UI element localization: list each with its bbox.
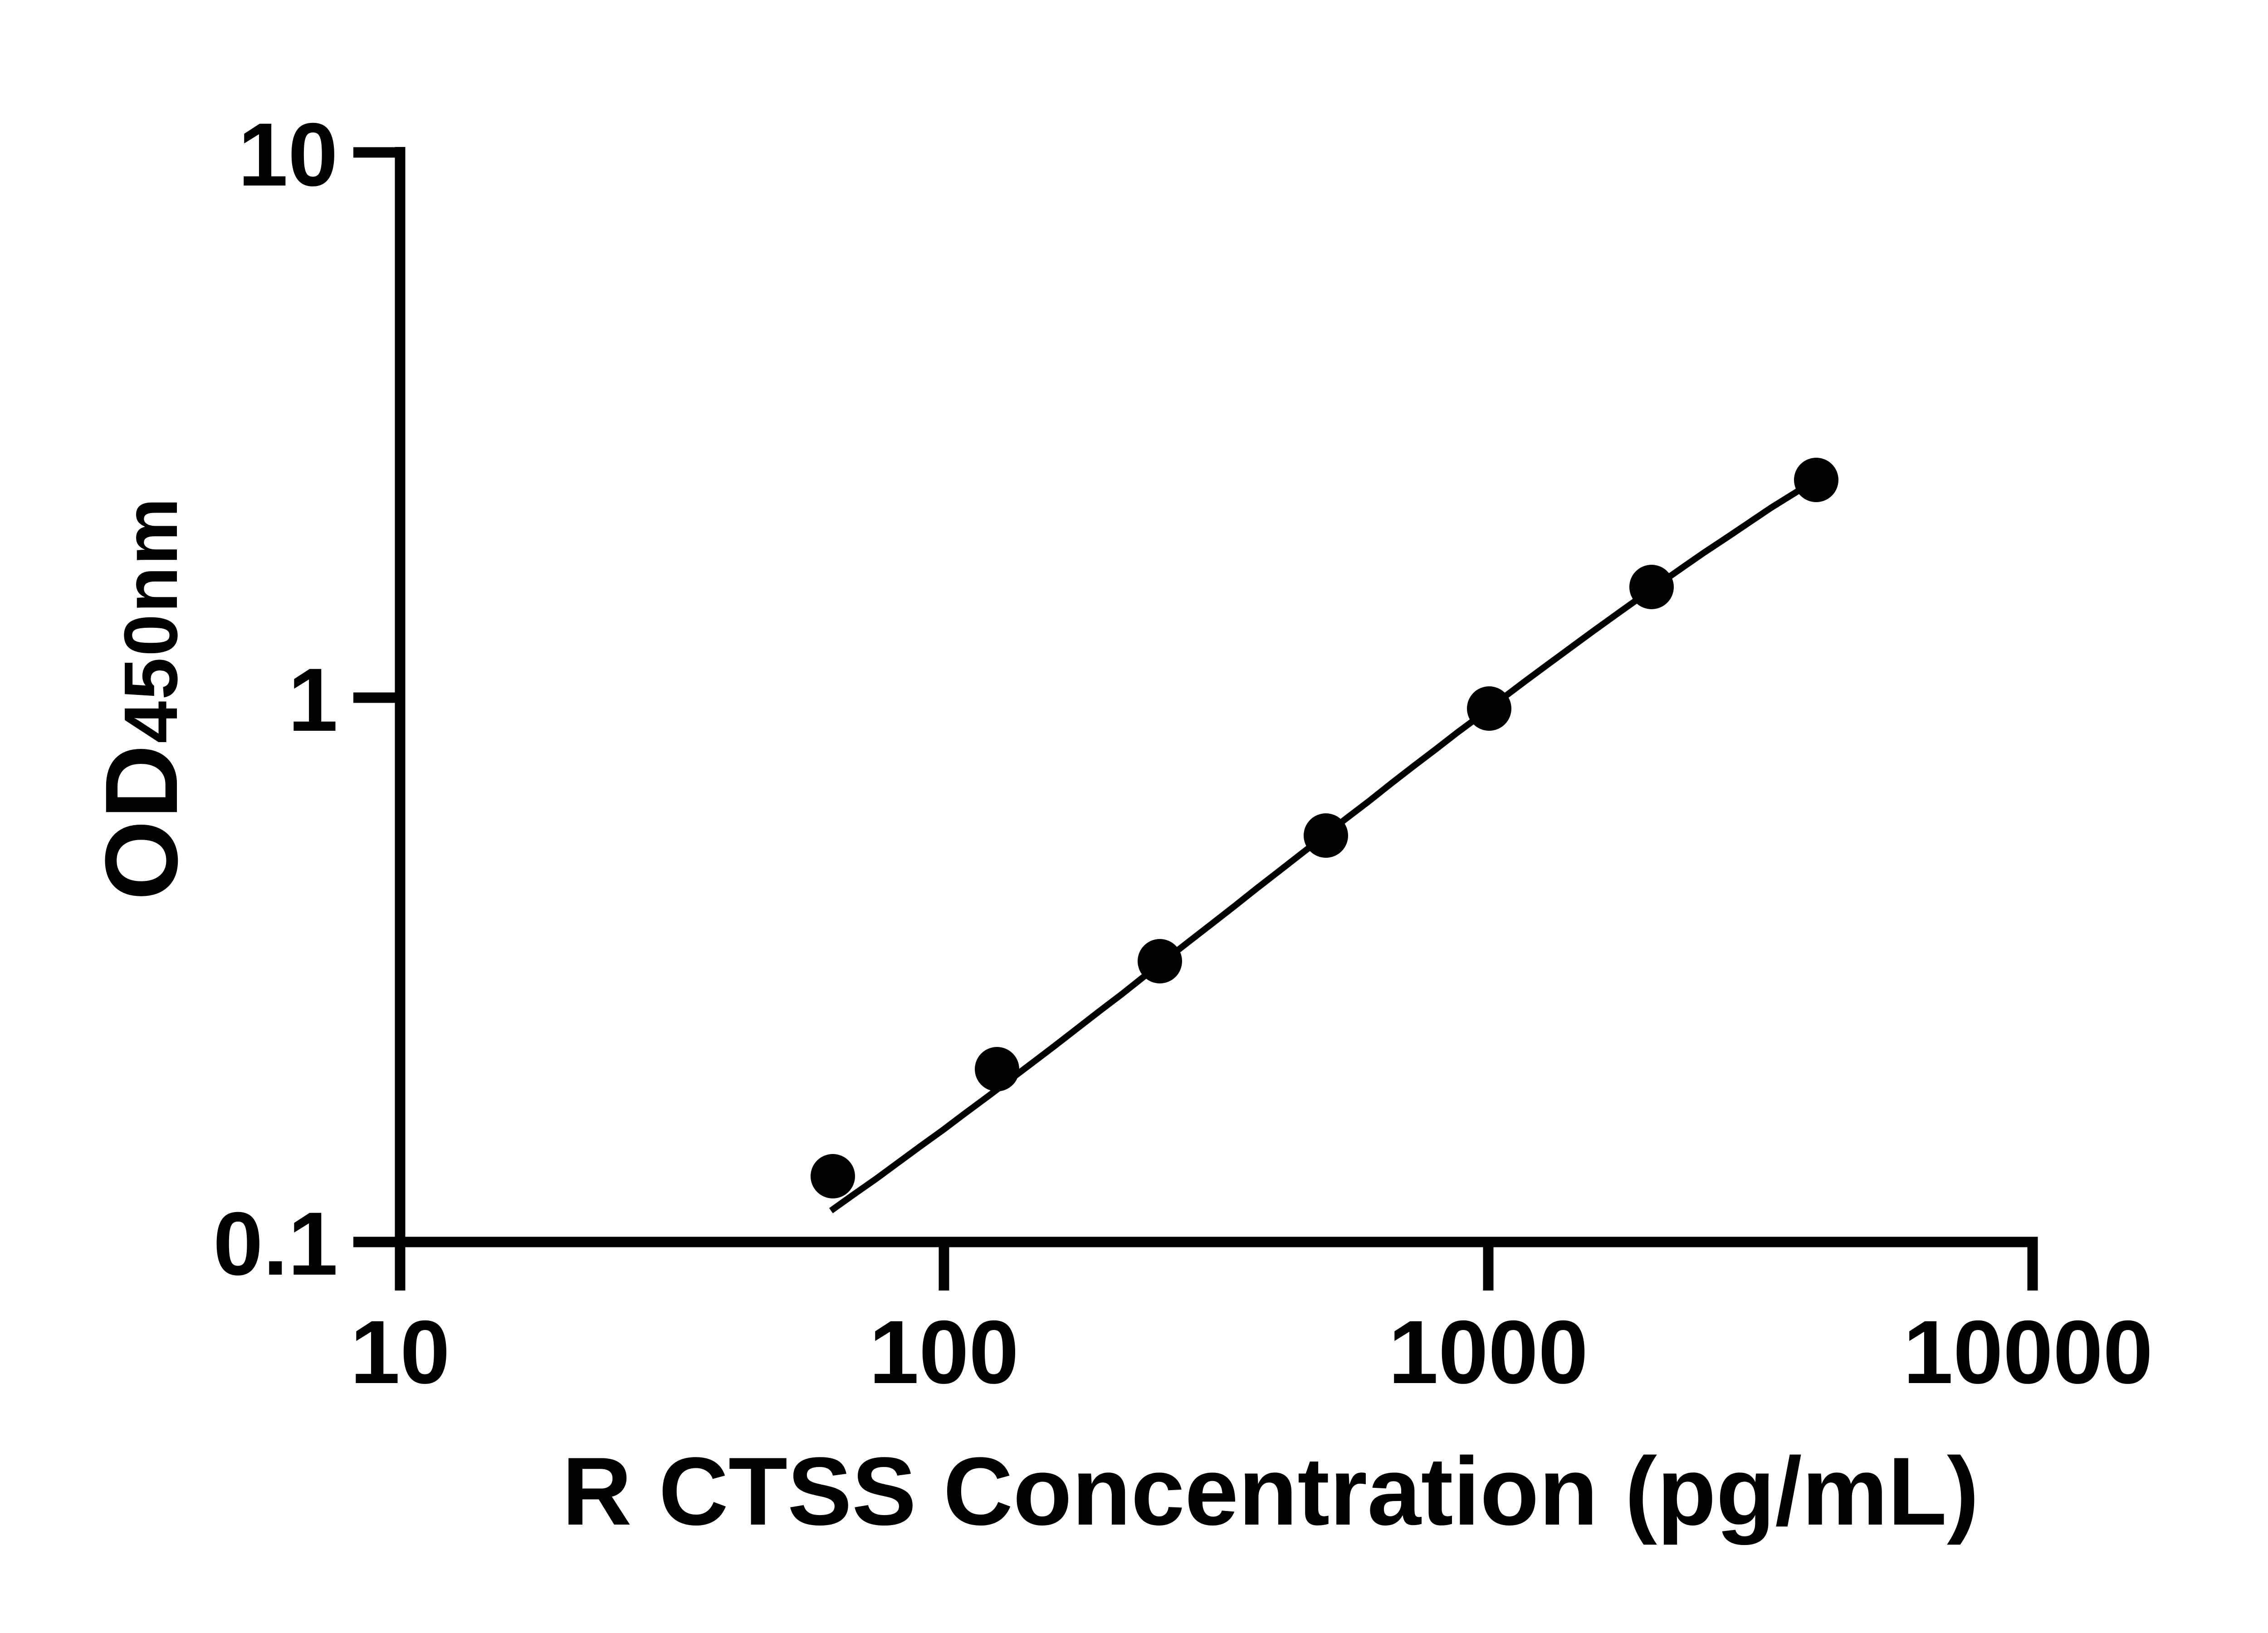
svg-text:10: 10 <box>238 104 338 205</box>
svg-text:1000: 1000 <box>1388 1302 1588 1402</box>
svg-text:10: 10 <box>350 1302 450 1402</box>
svg-text:10000: 10000 <box>1903 1302 2153 1402</box>
svg-text:0.1: 0.1 <box>213 1193 338 1294</box>
svg-text:1: 1 <box>288 650 338 750</box>
svg-text:100: 100 <box>869 1302 1019 1402</box>
svg-text:R CTSS Concentration (pg/mL): R CTSS Concentration (pg/mL) <box>562 1437 1979 1545</box>
